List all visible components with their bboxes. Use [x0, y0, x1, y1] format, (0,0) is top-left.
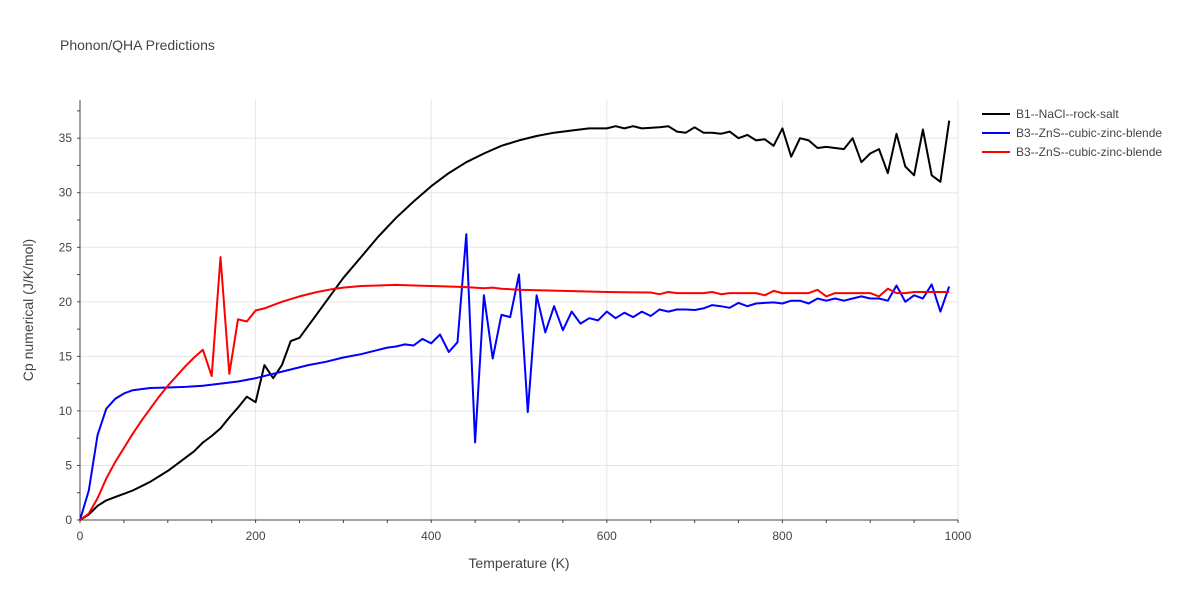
- y-tick-label: 25: [59, 240, 73, 254]
- x-axis-title: Temperature (K): [468, 555, 569, 571]
- y-axis-title: Cp numerical (J/K/mol): [20, 239, 36, 381]
- legend-item-1[interactable]: B3--ZnS--cubic-zinc-blende: [982, 126, 1162, 140]
- y-tick-label: 0: [65, 513, 72, 527]
- y-tick-label: 10: [59, 404, 73, 418]
- x-tick-label: 800: [772, 529, 792, 543]
- axes: 0 200 400 600 800 1000 0 5 10 15 20 25 30 35: [59, 100, 972, 543]
- series-line-0[interactable]: [79, 120, 951, 521]
- x-tick-label: 1000: [945, 529, 972, 543]
- legend-label: B3--ZnS--cubic-zinc-blende: [1016, 145, 1162, 159]
- legend-item-2[interactable]: B3--ZnS--cubic-zinc-blende: [982, 145, 1162, 159]
- series-lines: [79, 120, 951, 521]
- series-line-1[interactable]: [79, 233, 951, 521]
- legend-label: B3--ZnS--cubic-zinc-blende: [1016, 126, 1162, 140]
- legend[interactable]: B1--NaCl--rock-salt B3--ZnS--cubic-zinc-b…: [982, 107, 1162, 159]
- y-tick-label: 20: [59, 295, 73, 309]
- y-tick-label: 35: [59, 131, 73, 145]
- x-tick-label: 400: [421, 529, 441, 543]
- x-tick-label: 600: [597, 529, 617, 543]
- legend-label: B1--NaCl--rock-salt: [1016, 107, 1119, 121]
- y-tick-label: 15: [59, 349, 73, 363]
- y-tick-label: 5: [65, 458, 72, 472]
- grid: [80, 100, 959, 520]
- x-tick-label: 200: [246, 529, 266, 543]
- chart-title: Phonon/QHA Predictions: [60, 37, 215, 53]
- legend-item-0[interactable]: B1--NaCl--rock-salt: [982, 107, 1119, 121]
- x-tick-label: 0: [77, 529, 84, 543]
- series-line-2[interactable]: [79, 256, 950, 521]
- y-tick-label: 30: [59, 186, 73, 200]
